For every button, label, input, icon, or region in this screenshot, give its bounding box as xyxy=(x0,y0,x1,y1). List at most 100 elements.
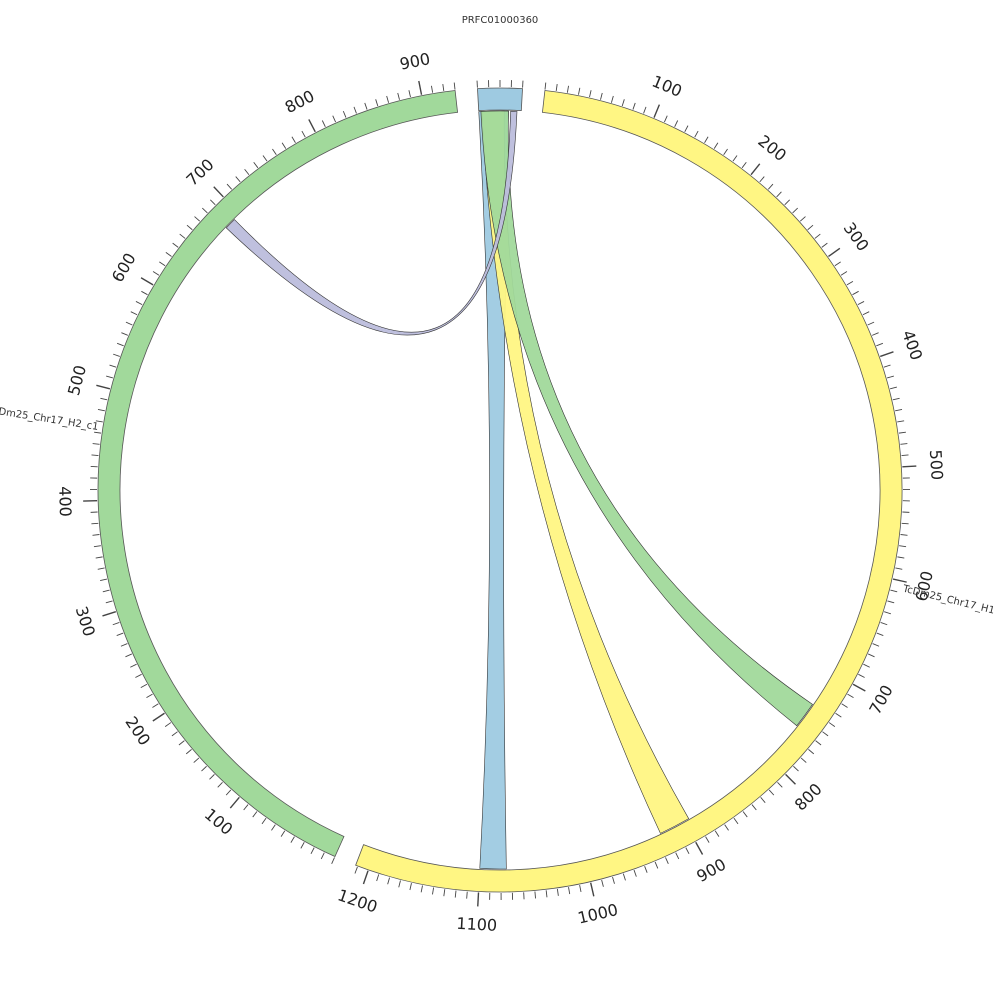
minor-tick xyxy=(376,874,380,882)
minor-tick xyxy=(713,142,719,149)
minor-tick xyxy=(105,600,113,604)
minor-tick xyxy=(834,261,841,267)
minor-tick xyxy=(685,847,690,855)
major-tick xyxy=(362,870,369,885)
minor-tick xyxy=(364,102,368,110)
minor-tick xyxy=(880,622,888,626)
minor-tick xyxy=(125,321,133,326)
major-tick xyxy=(102,611,117,617)
tick-label: 300 xyxy=(840,219,873,255)
minor-tick xyxy=(828,722,836,727)
minor-tick xyxy=(579,884,582,893)
minor-tick xyxy=(102,589,110,593)
minor-tick xyxy=(741,161,747,169)
minor-tick xyxy=(92,534,100,536)
minor-tick xyxy=(568,887,571,895)
minor-tick xyxy=(290,836,295,843)
minor-tick xyxy=(784,199,790,206)
minor-tick xyxy=(146,693,153,699)
minor-tick xyxy=(109,364,117,368)
minor-tick xyxy=(808,749,815,755)
minor-tick xyxy=(94,431,102,434)
minor-tick xyxy=(321,120,326,128)
minor-tick xyxy=(555,83,558,92)
minor-tick xyxy=(210,199,216,206)
major-tick xyxy=(418,80,423,95)
minor-tick xyxy=(895,567,903,570)
minor-tick xyxy=(201,765,207,772)
minor-tick xyxy=(900,443,908,445)
major-tick xyxy=(785,773,796,785)
minor-tick xyxy=(807,224,814,231)
minor-tick xyxy=(876,632,884,636)
minor-tick xyxy=(226,183,233,190)
minor-tick xyxy=(759,176,765,183)
minor-tick xyxy=(821,242,828,248)
link-4[interactable] xyxy=(225,110,518,336)
minor-tick xyxy=(320,852,325,860)
segment-prfc01000360[interactable] xyxy=(477,87,523,112)
tick-label: 400 xyxy=(55,486,75,517)
tick-label: 1100 xyxy=(456,914,498,935)
minor-tick xyxy=(534,891,536,899)
minor-tick xyxy=(100,397,108,401)
minor-tick xyxy=(835,712,842,718)
major-tick xyxy=(140,277,154,286)
minor-tick xyxy=(622,873,626,881)
minor-tick xyxy=(846,280,854,286)
minor-tick xyxy=(895,409,903,412)
minor-tick xyxy=(244,168,250,176)
minor-tick xyxy=(901,454,909,457)
tick-label: 600 xyxy=(108,250,140,286)
minor-tick xyxy=(876,342,884,347)
minor-tick xyxy=(897,556,905,559)
tick-label: 900 xyxy=(398,49,432,74)
minor-tick xyxy=(420,885,423,893)
minor-tick xyxy=(185,749,192,755)
minor-tick xyxy=(97,409,105,412)
minor-tick xyxy=(742,811,748,818)
minor-tick xyxy=(886,375,894,379)
minor-tick xyxy=(600,92,603,100)
minor-tick xyxy=(724,824,729,831)
major-tick xyxy=(828,247,841,258)
tick-label: 200 xyxy=(121,713,154,749)
minor-tick xyxy=(566,85,569,93)
tick-label: 700 xyxy=(182,155,217,190)
minor-tick xyxy=(332,115,337,123)
minor-tick xyxy=(116,632,124,636)
segment-h2[interactable] xyxy=(97,90,459,858)
minor-tick xyxy=(271,824,276,831)
minor-tick xyxy=(262,155,268,162)
minor-tick xyxy=(545,890,548,898)
minor-tick xyxy=(152,271,160,276)
minor-tick xyxy=(179,233,186,239)
minor-tick xyxy=(354,866,358,874)
minor-tick xyxy=(733,817,739,825)
major-tick xyxy=(477,892,480,907)
segment-h1[interactable] xyxy=(355,90,903,893)
minor-tick xyxy=(644,865,648,873)
minor-tick xyxy=(674,120,679,128)
minor-tick xyxy=(857,301,865,306)
minor-tick xyxy=(353,106,357,114)
minor-tick xyxy=(398,880,401,888)
minor-tick xyxy=(443,889,446,897)
minor-tick xyxy=(291,136,296,143)
minor-tick xyxy=(186,224,193,231)
major-tick xyxy=(852,683,866,692)
minor-tick xyxy=(887,600,895,604)
minor-tick xyxy=(135,301,143,306)
minor-tick xyxy=(643,106,647,114)
minor-tick xyxy=(777,781,783,788)
tick-label: 200 xyxy=(754,131,790,165)
link-3[interactable] xyxy=(480,110,813,727)
minor-tick xyxy=(217,781,223,788)
minor-tick xyxy=(442,83,445,92)
minor-tick xyxy=(610,95,614,103)
minor-tick xyxy=(889,386,897,390)
minor-tick xyxy=(135,673,142,678)
major-tick xyxy=(750,163,761,176)
minor-tick xyxy=(822,731,829,737)
tick-label: 100 xyxy=(201,805,237,839)
